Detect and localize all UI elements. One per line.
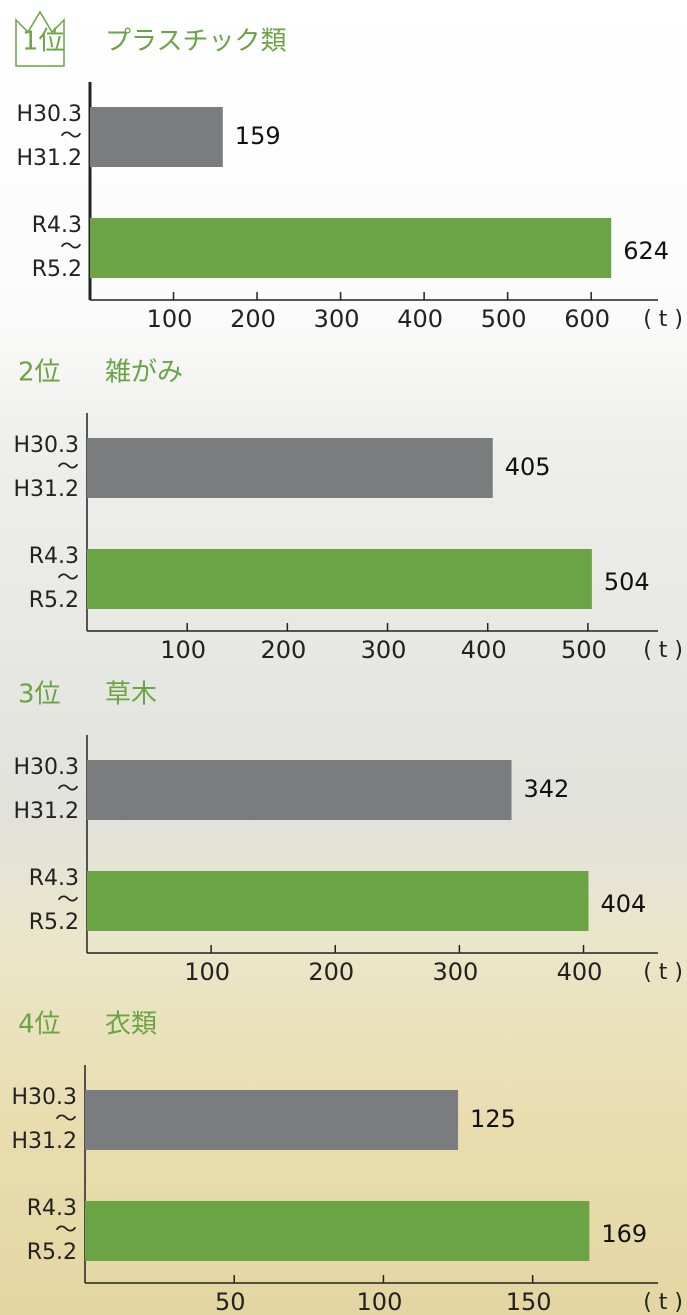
x-tick-label: 200: [308, 958, 354, 986]
x-tick-label: 100: [160, 636, 206, 664]
rank: 2位: [18, 358, 61, 388]
x-tick-label: 300: [314, 305, 360, 333]
page: 1位 プラスチック類 100 200 300 400 500 600 ( t ) 159 624 2位…: [0, 0, 687, 1315]
x-tick-label: 600: [564, 305, 610, 333]
x-tick-label: 50: [215, 1288, 246, 1315]
data-label: 342: [524, 775, 570, 803]
bar: [87, 549, 592, 609]
data-label: 624: [623, 237, 669, 265]
data-label: 405: [505, 453, 551, 481]
category-label: H30.3 〜 H31.2: [0, 757, 79, 823]
x-axis-unit: ( t ): [643, 307, 683, 332]
category-label: R4.3 〜 R5.2: [2, 215, 82, 281]
category-label: R4.3 〜 R5.2: [0, 1198, 77, 1264]
x-tick-label: 500: [561, 636, 607, 664]
chart-title: プラスチック類: [105, 27, 286, 57]
bar: [90, 107, 223, 167]
chart-title: 衣類: [105, 1010, 157, 1040]
bar: [85, 1090, 458, 1150]
rank: 4位: [18, 1010, 61, 1040]
rank: 3位: [18, 680, 61, 710]
category-label: H30.3 〜 H31.2: [0, 1087, 77, 1153]
x-tick-label: 300: [361, 636, 407, 664]
x-tick-label: 400: [397, 305, 443, 333]
x-tick-label: 150: [506, 1288, 552, 1315]
bar: [87, 871, 588, 931]
x-tick-label: 200: [230, 305, 276, 333]
bar: [85, 1201, 589, 1261]
data-label: 169: [601, 1220, 647, 1248]
bar: [87, 438, 493, 498]
x-tick-label: 100: [357, 1288, 403, 1315]
category-label: H30.3 〜 H31.2: [2, 104, 82, 170]
chart: 1位 プラスチック類 100 200 300 400 500 600 ( t ) 159 624 2位…: [0, 0, 687, 1315]
x-axis-unit: ( t ): [643, 960, 683, 985]
data-label: 404: [600, 890, 646, 918]
category-label: H30.3 〜 H31.2: [0, 435, 79, 501]
data-label: 504: [604, 568, 650, 596]
category-label: R4.3 〜 R5.2: [0, 868, 79, 934]
x-tick-label: 400: [557, 958, 603, 986]
category-label: R4.3 〜 R5.2: [0, 546, 79, 612]
x-tick-label: 100: [147, 305, 193, 333]
x-tick-label: 300: [432, 958, 478, 986]
bar: [87, 760, 512, 820]
x-axis-unit: ( t ): [643, 638, 683, 663]
data-label: 159: [235, 122, 281, 150]
x-tick-label: 500: [481, 305, 527, 333]
chart-title: 雑がみ: [105, 358, 183, 388]
x-tick-label: 200: [260, 636, 306, 664]
data-label: 125: [470, 1105, 516, 1133]
x-tick-label: 400: [461, 636, 507, 664]
rank: 1位: [22, 27, 65, 57]
chart-title: 草木: [105, 680, 157, 710]
bar: [90, 218, 611, 278]
x-axis-unit: ( t ): [643, 1290, 683, 1315]
x-tick-label: 100: [184, 958, 230, 986]
